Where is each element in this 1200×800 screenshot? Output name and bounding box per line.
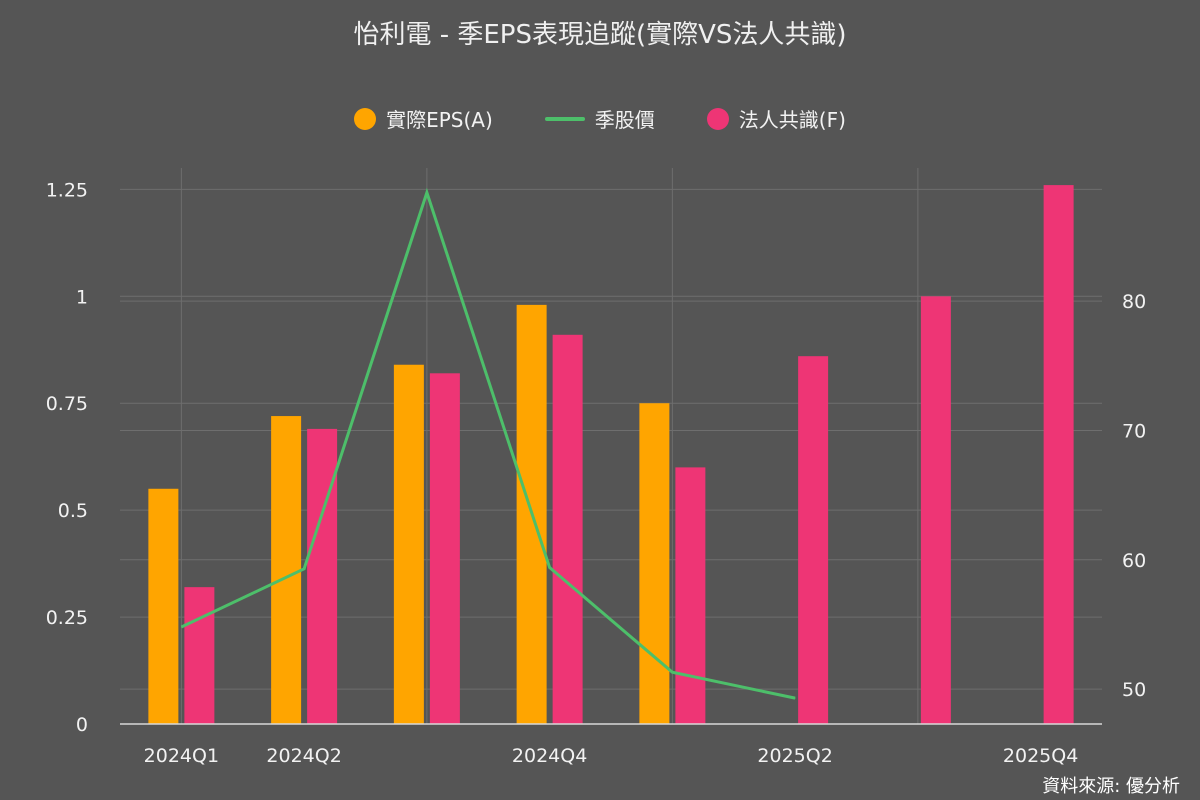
y-right-tick-label: 70 <box>1122 420 1146 442</box>
bar-actual-eps <box>639 403 670 724</box>
bar-consensus-eps <box>920 296 951 724</box>
legend-label-actual: 實際EPS(A) <box>386 108 493 132</box>
y-left-tick-label: 0 <box>76 714 88 736</box>
x-tick-label: 2024Q4 <box>512 745 587 767</box>
x-tick-label: 2025Q2 <box>757 745 832 767</box>
price-point <box>794 697 796 699</box>
price-point <box>180 626 182 628</box>
bar-actual-eps <box>271 416 302 724</box>
price-line <box>180 187 796 700</box>
y-left-tick-label: 0.25 <box>46 607 88 629</box>
chart-legend: 實際EPS(A) 季股價 法人共識(F) <box>0 104 1200 133</box>
price-point <box>426 192 428 194</box>
price-point <box>549 567 551 569</box>
legend-item-consensus[interactable]: 法人共識(F) <box>706 104 846 133</box>
x-tick-label: 2024Q1 <box>144 745 219 767</box>
legend-label-consensus: 法人共識(F) <box>738 108 846 132</box>
legend-swatch-actual <box>354 107 377 130</box>
bar-consensus-eps <box>307 428 338 724</box>
chart-title: 怡利電 - 季EPS表現追蹤(實際VS法人共識) <box>353 20 847 50</box>
legend-label-price: 季股價 <box>594 108 655 132</box>
bar-consensus-eps <box>1043 185 1074 725</box>
price-point <box>303 568 305 570</box>
price-point <box>671 671 673 673</box>
y-right-tick-label: 80 <box>1122 291 1146 313</box>
legend-swatch-price <box>544 116 585 121</box>
y-left-tick-label: 0.75 <box>46 393 88 415</box>
y-left-tick-label: 0.5 <box>58 500 88 522</box>
legend-item-actual[interactable]: 實際EPS(A) <box>354 104 493 133</box>
bar-actual-eps <box>148 488 179 724</box>
bar-consensus-eps <box>798 356 829 724</box>
y-right-tick-label: 50 <box>1122 679 1146 701</box>
source-credit: 資料來源: 優分析 <box>1042 776 1180 797</box>
y-left-tick-label: 1.25 <box>46 179 88 201</box>
y-right-tick-label: 60 <box>1122 550 1146 572</box>
bar-consensus-eps <box>184 587 215 724</box>
x-tick-label: 2025Q4 <box>1003 745 1078 767</box>
y-left-tick-label: 1 <box>76 286 88 308</box>
x-tick-label: 2024Q2 <box>266 745 341 767</box>
bar-consensus-eps <box>429 373 460 724</box>
legend-swatch-consensus <box>706 107 729 130</box>
bar-actual-eps <box>393 364 424 724</box>
bar-consensus-eps <box>552 334 583 724</box>
bar-consensus-eps <box>675 467 706 724</box>
legend-item-price[interactable]: 季股價 <box>544 104 655 133</box>
